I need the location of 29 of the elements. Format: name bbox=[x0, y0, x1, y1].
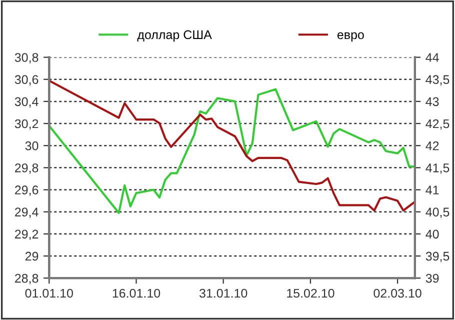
y2-tick-label: 43 bbox=[426, 97, 439, 106]
x-tick-label: 01.01.10 bbox=[25, 288, 73, 298]
legend-label: евро bbox=[337, 32, 364, 42]
y-tick-label: 30,6 bbox=[14, 75, 38, 86]
y2-tick-label: 39 bbox=[426, 274, 439, 283]
y2-tick-label: 43,5 bbox=[426, 75, 450, 86]
y2-tick-label: 41,5 bbox=[426, 164, 450, 174]
y-tick-label: 28,8 bbox=[15, 274, 38, 284]
x-tick-label: 02.03.10 bbox=[374, 288, 422, 298]
y2-tick-label: 42 bbox=[426, 141, 439, 150]
y2-tick-label: 39,5 bbox=[426, 252, 450, 262]
y2-tick-label: 42,5 bbox=[426, 119, 450, 130]
x-tick-label: 15.02.10 bbox=[287, 288, 334, 298]
y-tick-label: 29 bbox=[25, 252, 38, 261]
y-tick-label: 30,8 bbox=[14, 53, 38, 64]
y2-tick-label: 40 bbox=[426, 230, 439, 239]
y2-tick-label: 40,5 bbox=[426, 208, 450, 218]
y2-tick-label: 44 bbox=[426, 53, 439, 62]
y-tick-label: 30 bbox=[25, 141, 38, 150]
y-tick-label: 29,2 bbox=[15, 230, 38, 240]
legend-label: доллар США bbox=[137, 30, 212, 42]
y-tick-label: 30,2 bbox=[14, 119, 38, 130]
y-tick-label: 29,4 bbox=[15, 208, 38, 218]
x-tick-label: 16.01.10 bbox=[112, 288, 160, 298]
y-tick-label: 29,6 bbox=[15, 186, 38, 196]
y2-tick-label: 41 bbox=[426, 186, 439, 194]
y-tick-label: 29,8 bbox=[15, 163, 38, 174]
y-tick-label: 30,4 bbox=[14, 97, 38, 108]
x-tick-label: 31.01.10 bbox=[199, 288, 248, 298]
